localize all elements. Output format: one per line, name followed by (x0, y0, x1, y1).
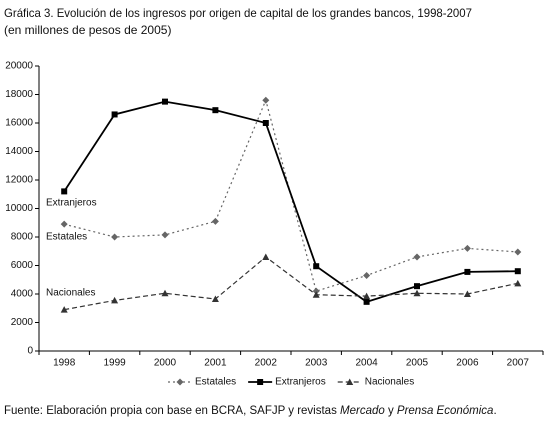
x-tick-label: 1998 (53, 358, 76, 369)
source-text: Mercado (340, 405, 385, 417)
data-point (514, 248, 522, 256)
data-point (212, 107, 219, 114)
chart-title: Gráfica 3. Evolución de los ingresos por… (4, 6, 472, 20)
data-point (111, 111, 118, 118)
x-tick-label: 2004 (355, 358, 378, 369)
data-point (463, 290, 471, 297)
y-tick-label: 18000 (5, 89, 33, 100)
y-tick-label: 14000 (5, 146, 33, 157)
x-tick-label: 1999 (103, 358, 126, 369)
y-tick-label: 10000 (5, 203, 33, 214)
annotation: Nacionales (46, 288, 95, 299)
data-point (414, 283, 420, 290)
legend-label: Nacionales (365, 377, 414, 388)
series-line (64, 256, 518, 311)
data-point (464, 268, 471, 275)
data-point (162, 98, 168, 105)
data-point (111, 233, 119, 241)
source-text: y (385, 405, 397, 417)
data-point (161, 231, 169, 239)
data-point (161, 289, 169, 297)
source-text: Fuente: Elaboración propia con base en B… (4, 405, 340, 417)
data-point (413, 289, 421, 297)
data-point (312, 287, 320, 295)
x-tick-label: 2000 (154, 358, 177, 369)
data-point (363, 298, 370, 305)
x-tick-label: 2007 (507, 358, 530, 369)
annotation: Extranjeros (46, 198, 97, 209)
y-tick-label: 6000 (11, 260, 34, 271)
data-point (363, 292, 371, 300)
data-point (514, 279, 522, 287)
chart-subtitle: (en millones de pesos de 2005) (4, 23, 171, 37)
source-note: Fuente: Elaboración propia con base en B… (4, 405, 497, 417)
data-point (60, 220, 68, 228)
data-point (61, 188, 68, 195)
legend-marker (176, 378, 184, 386)
y-tick-label: 8000 (11, 232, 34, 243)
data-point (313, 263, 320, 270)
legend-label: Extranjeros (275, 377, 326, 388)
data-point (514, 268, 521, 275)
y-tick-label: 4000 (11, 289, 34, 300)
data-point (262, 120, 269, 126)
data-point (463, 244, 471, 252)
x-tick-label: 2002 (255, 358, 278, 369)
series-line (63, 100, 518, 303)
data-point (211, 217, 219, 225)
data-point (211, 295, 219, 302)
data-point (111, 296, 119, 304)
legend-marker (257, 379, 264, 385)
source-text: . (493, 405, 496, 417)
y-tick-label: 12000 (5, 175, 33, 186)
y-tick-label: 20000 (5, 61, 33, 72)
y-tick-label: 16000 (5, 118, 33, 129)
y-tick-label: 0 (27, 346, 33, 357)
x-tick-label: 2005 (406, 358, 429, 369)
annotation: Estatales (46, 232, 87, 243)
data-point (60, 306, 68, 313)
data-point (312, 291, 320, 298)
x-tick-label: 2003 (305, 358, 328, 369)
data-point (262, 253, 270, 260)
data-point (363, 271, 371, 279)
x-tick-label: 2006 (456, 358, 479, 369)
source-text: Prensa Económica (397, 405, 494, 417)
x-tick-label: 2001 (204, 358, 227, 369)
data-point (262, 96, 270, 104)
series-line (64, 98, 518, 292)
y-tick-label: 2000 (11, 317, 34, 328)
legend-label: Estatales (195, 377, 236, 388)
legend-marker (346, 378, 354, 385)
data-point (413, 253, 421, 261)
